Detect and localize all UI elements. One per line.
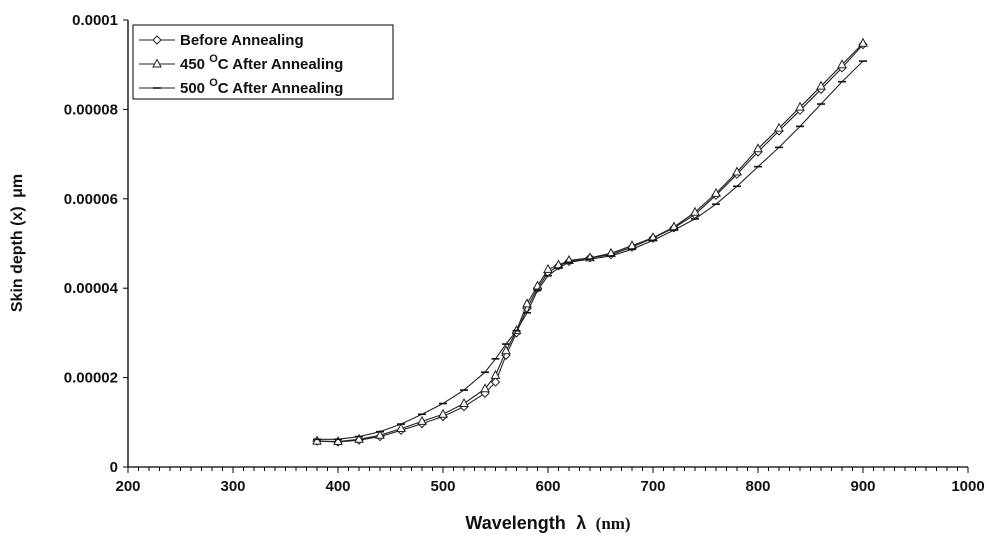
legend-label-500-degree: O	[209, 77, 218, 89]
data-point-triangle	[375, 429, 385, 439]
x-tick-label: 200	[115, 478, 140, 495]
data-point-triangle	[417, 415, 427, 425]
legend-label-450-suffix: C After Annealing	[218, 56, 344, 73]
data-point-triangle	[522, 298, 532, 308]
series-diamond	[312, 39, 868, 447]
y-tick-label: 0.0001	[72, 12, 118, 29]
legend-label-500: 500 OC After Annealing	[180, 77, 343, 97]
legend-marker-diamond	[152, 35, 162, 45]
data-point-triangle	[690, 206, 700, 216]
data-point-triangle	[480, 383, 490, 393]
legend-label-450-prefix: 450	[180, 56, 209, 73]
x-axis-title-text: Wavelength	[465, 513, 565, 533]
x-minor-ticks	[127, 467, 969, 473]
data-point-triangle	[438, 408, 448, 418]
y-tick-label: 0.00004	[64, 280, 119, 297]
x-tick-label: 1000	[951, 478, 984, 495]
data-point-triangle	[152, 58, 162, 68]
legend-label-450-degree: O	[209, 53, 218, 65]
series-dash	[313, 60, 867, 441]
x-tick-label: 400	[325, 478, 350, 495]
x-tick-label: 300	[220, 478, 245, 495]
y-tick-labels: 0 0.00002 0.00004 0.00006 0.00008 0.0001	[64, 12, 128, 476]
legend-item-450: 450 OC After Annealing	[139, 53, 343, 73]
data-point-triangle	[816, 80, 826, 90]
legend-item-before: Before Annealing	[139, 32, 304, 49]
legend-marker-triangle	[152, 58, 162, 68]
data-point-triangle	[490, 369, 501, 379]
x-tick-labels: 200 300 400 500 600 700 800 900 1000	[115, 478, 984, 495]
x-tick-label: 700	[640, 478, 665, 495]
data-point-triangle	[543, 263, 553, 273]
x-axis-title-symbol: λ	[576, 513, 586, 533]
x-tick-label: 900	[850, 478, 875, 495]
data-point-triangle	[333, 435, 343, 446]
data-point-triangle	[858, 37, 868, 47]
series-line-diamond	[316, 44, 864, 443]
data-point-triangle	[501, 345, 511, 355]
data-point-triangle	[312, 435, 322, 445]
series-triangle	[312, 37, 868, 446]
y-axis-title: Skin depth (x) μm	[9, 174, 26, 312]
x-axis-title: Wavelength λ (nm)	[465, 513, 630, 533]
data-point-diamond	[152, 35, 162, 45]
y-axis-title-text: Skin depth (x)	[9, 206, 26, 312]
x-tick-label: 500	[430, 478, 455, 495]
data-point-diamond	[490, 377, 501, 387]
data-point-triangle	[459, 397, 469, 408]
y-tick-label: 0.00008	[64, 101, 118, 118]
data-point-triangle	[795, 101, 805, 111]
x-tick-label: 800	[745, 478, 770, 495]
y-axis-title-unit: μm	[9, 174, 26, 198]
data-point-triangle	[354, 433, 364, 443]
data-point-triangle	[711, 187, 721, 197]
legend: Before Annealing 450 OC After Annealing …	[132, 24, 394, 100]
legend-label-500-suffix: C After Annealing	[218, 80, 344, 97]
legend-label-450: 450 OC After Annealing	[180, 53, 343, 73]
data-point-triangle	[774, 122, 784, 132]
legend-box	[132, 24, 394, 100]
x-tick-label: 600	[535, 478, 560, 495]
series-layer	[312, 37, 868, 447]
data-point-triangle	[396, 422, 406, 433]
data-point-triangle	[837, 59, 847, 69]
x-axis-title-unit: (nm)	[596, 514, 631, 533]
y-tick-label: 0.00002	[64, 370, 118, 387]
data-point-triangle	[753, 143, 763, 153]
y-tick-label: 0.00006	[64, 191, 118, 208]
series-line-dash	[317, 60, 864, 440]
legend-label-500-prefix: 500	[180, 80, 209, 97]
data-point-triangle	[732, 166, 742, 176]
legend-label-before: Before Annealing	[180, 32, 304, 49]
series-line-triangle	[316, 42, 864, 443]
legend-item-500: 500 OC After Annealing	[139, 77, 343, 97]
y-tick-label: 0	[110, 459, 118, 476]
